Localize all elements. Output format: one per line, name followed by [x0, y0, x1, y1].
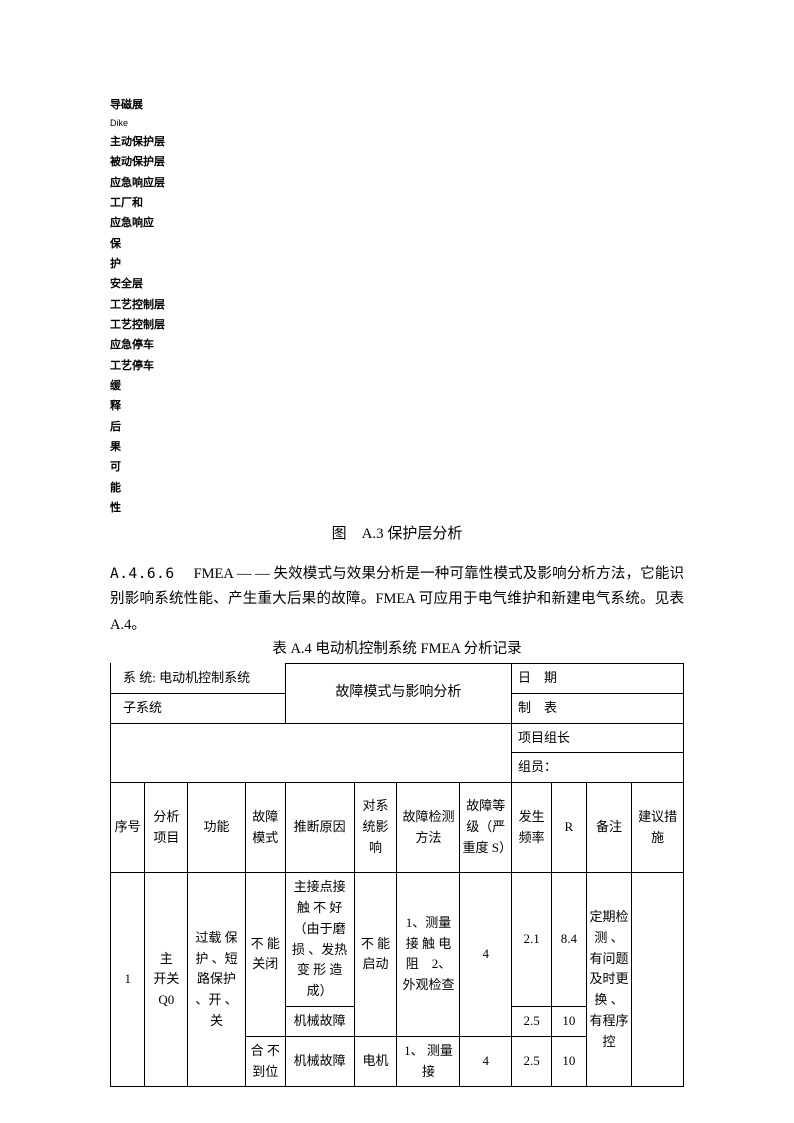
cell-r-a1: 8.4 — [552, 873, 586, 1007]
cell-cause-b: 机械故障 — [285, 1036, 354, 1087]
cell-detect-a: 1、测量接 触 电阻 2、外观检查 — [397, 873, 460, 1037]
col-r: R — [552, 783, 586, 873]
col-item: 分析项目 — [145, 783, 188, 873]
layer-item: 被动保护层 — [110, 152, 684, 172]
cell-func: 过载 保护 、短路保护 、开 、关 — [188, 873, 245, 1087]
col-func: 功能 — [188, 783, 245, 873]
table-caption: 表 A.4 电动机控制系统 FMEA 分析记录 — [110, 640, 684, 659]
layer-item: 能 — [110, 478, 684, 498]
cell-detect-b: 1、 测量 接 — [397, 1036, 460, 1087]
layer-item: 保 — [110, 234, 684, 254]
layer-item: 安全层 — [110, 274, 684, 294]
col-remark: 备注 — [586, 783, 632, 873]
cell-item: 主 开关 Q0 — [145, 873, 188, 1087]
cell-advice — [632, 873, 684, 1087]
body-paragraph: A.4.6.6 FMEA — — 失效模式与效果分析是一种可靠性模式及影响分析方… — [110, 562, 684, 638]
layer-item: 应急停车 — [110, 335, 684, 355]
maker-cell: 制 表 — [512, 693, 684, 723]
table-header-row: 系 统: 电动机控制系统 故障模式与影响分析 日 期 — [111, 663, 684, 693]
protection-layers-list: 导磁展 Dike 主动保护层 被动保护层 应急响应层 工厂和 应急响应 保 护 … — [110, 95, 684, 519]
cell-r-a2: 10 — [552, 1006, 586, 1036]
section-number: A.4.6.6 — [110, 566, 175, 582]
cell-effect-b: 电机 — [354, 1036, 397, 1087]
paragraph-text: FMEA — — 失效模式与效果分析是一种可靠性模式及影响分析方法，它能识别影响… — [110, 566, 684, 633]
col-cause: 推断原因 — [285, 783, 354, 873]
subsystem-cell: 子系统 — [111, 693, 286, 723]
member-cell: 组员： — [512, 753, 684, 783]
system-cell: 系 统: 电动机控制系统 — [111, 663, 286, 693]
layer-item: 工艺控制层 — [110, 295, 684, 315]
cell-freq-a1: 2.1 — [512, 873, 552, 1007]
col-detect: 故障检测方法 — [397, 783, 460, 873]
date-cell: 日 期 — [512, 663, 684, 693]
layer-item: 工艺控制层 — [110, 315, 684, 335]
cell-r-b: 10 — [552, 1036, 586, 1087]
layer-item: 应急响应层 — [110, 173, 684, 193]
layer-item: 缓 — [110, 376, 684, 396]
layer-item: 工厂和 — [110, 193, 684, 213]
col-effect: 对系统影响 — [354, 783, 397, 873]
layer-item: 可 — [110, 457, 684, 477]
center-title: 故障模式与影响分析 — [285, 663, 511, 723]
layer-item: 主动保护层 — [110, 132, 684, 152]
cell-grade-a: 4 — [460, 873, 512, 1037]
layer-item: 后 — [110, 417, 684, 437]
table-columns-row: 序号 分析项目 功能 故障模式 推断原因 对系统影响 故障检测方法 故障等级（严… — [111, 783, 684, 873]
layer-item: 工艺停车 — [110, 356, 684, 376]
layer-item: 性 — [110, 498, 684, 518]
cell-grade-b: 4 — [460, 1036, 512, 1087]
cell-remark: 定期检测 、有问题及时更换 、有程序控 — [586, 873, 632, 1087]
col-freq: 发生频率 — [512, 783, 552, 873]
cell-cause-a2: 机械故障 — [285, 1006, 354, 1036]
layer-item: Dike — [110, 115, 684, 132]
layer-item: 果 — [110, 437, 684, 457]
cell-freq-a2: 2.5 — [512, 1006, 552, 1036]
table-header-row: 项目组长 — [111, 723, 684, 753]
cell-freq-b: 2.5 — [512, 1036, 552, 1087]
table-row: 1 主 开关 Q0 过载 保护 、短路保护 、开 、关 不 能关闭 主接点接触 … — [111, 873, 684, 1007]
layer-item: 护 — [110, 254, 684, 274]
col-mode: 故障模式 — [245, 783, 285, 873]
col-grade: 故障等级（严重度 S） — [460, 783, 512, 873]
layer-item: 释 — [110, 396, 684, 416]
cell-mode-b: 合 不到位 — [245, 1036, 285, 1087]
col-advice: 建议措施 — [632, 783, 684, 873]
layer-item: 应急响应 — [110, 213, 684, 233]
fmea-table: 系 统: 电动机控制系统 故障模式与影响分析 日 期 子系统 制 表 项目组长 … — [110, 663, 684, 1087]
cell-mode-a: 不 能关闭 — [245, 873, 285, 1037]
leader-cell: 项目组长 — [512, 723, 684, 753]
figure-caption: 图 A.3 保护层分析 — [110, 525, 684, 545]
cell-effect-a: 不 能启动 — [354, 873, 397, 1037]
col-seq: 序号 — [111, 783, 145, 873]
cell-cause-a1: 主接点接触 不 好（由于磨损 、发热变 形 造成） — [285, 873, 354, 1007]
layer-item: 导磁展 — [110, 95, 684, 115]
cell-seq: 1 — [111, 873, 145, 1087]
